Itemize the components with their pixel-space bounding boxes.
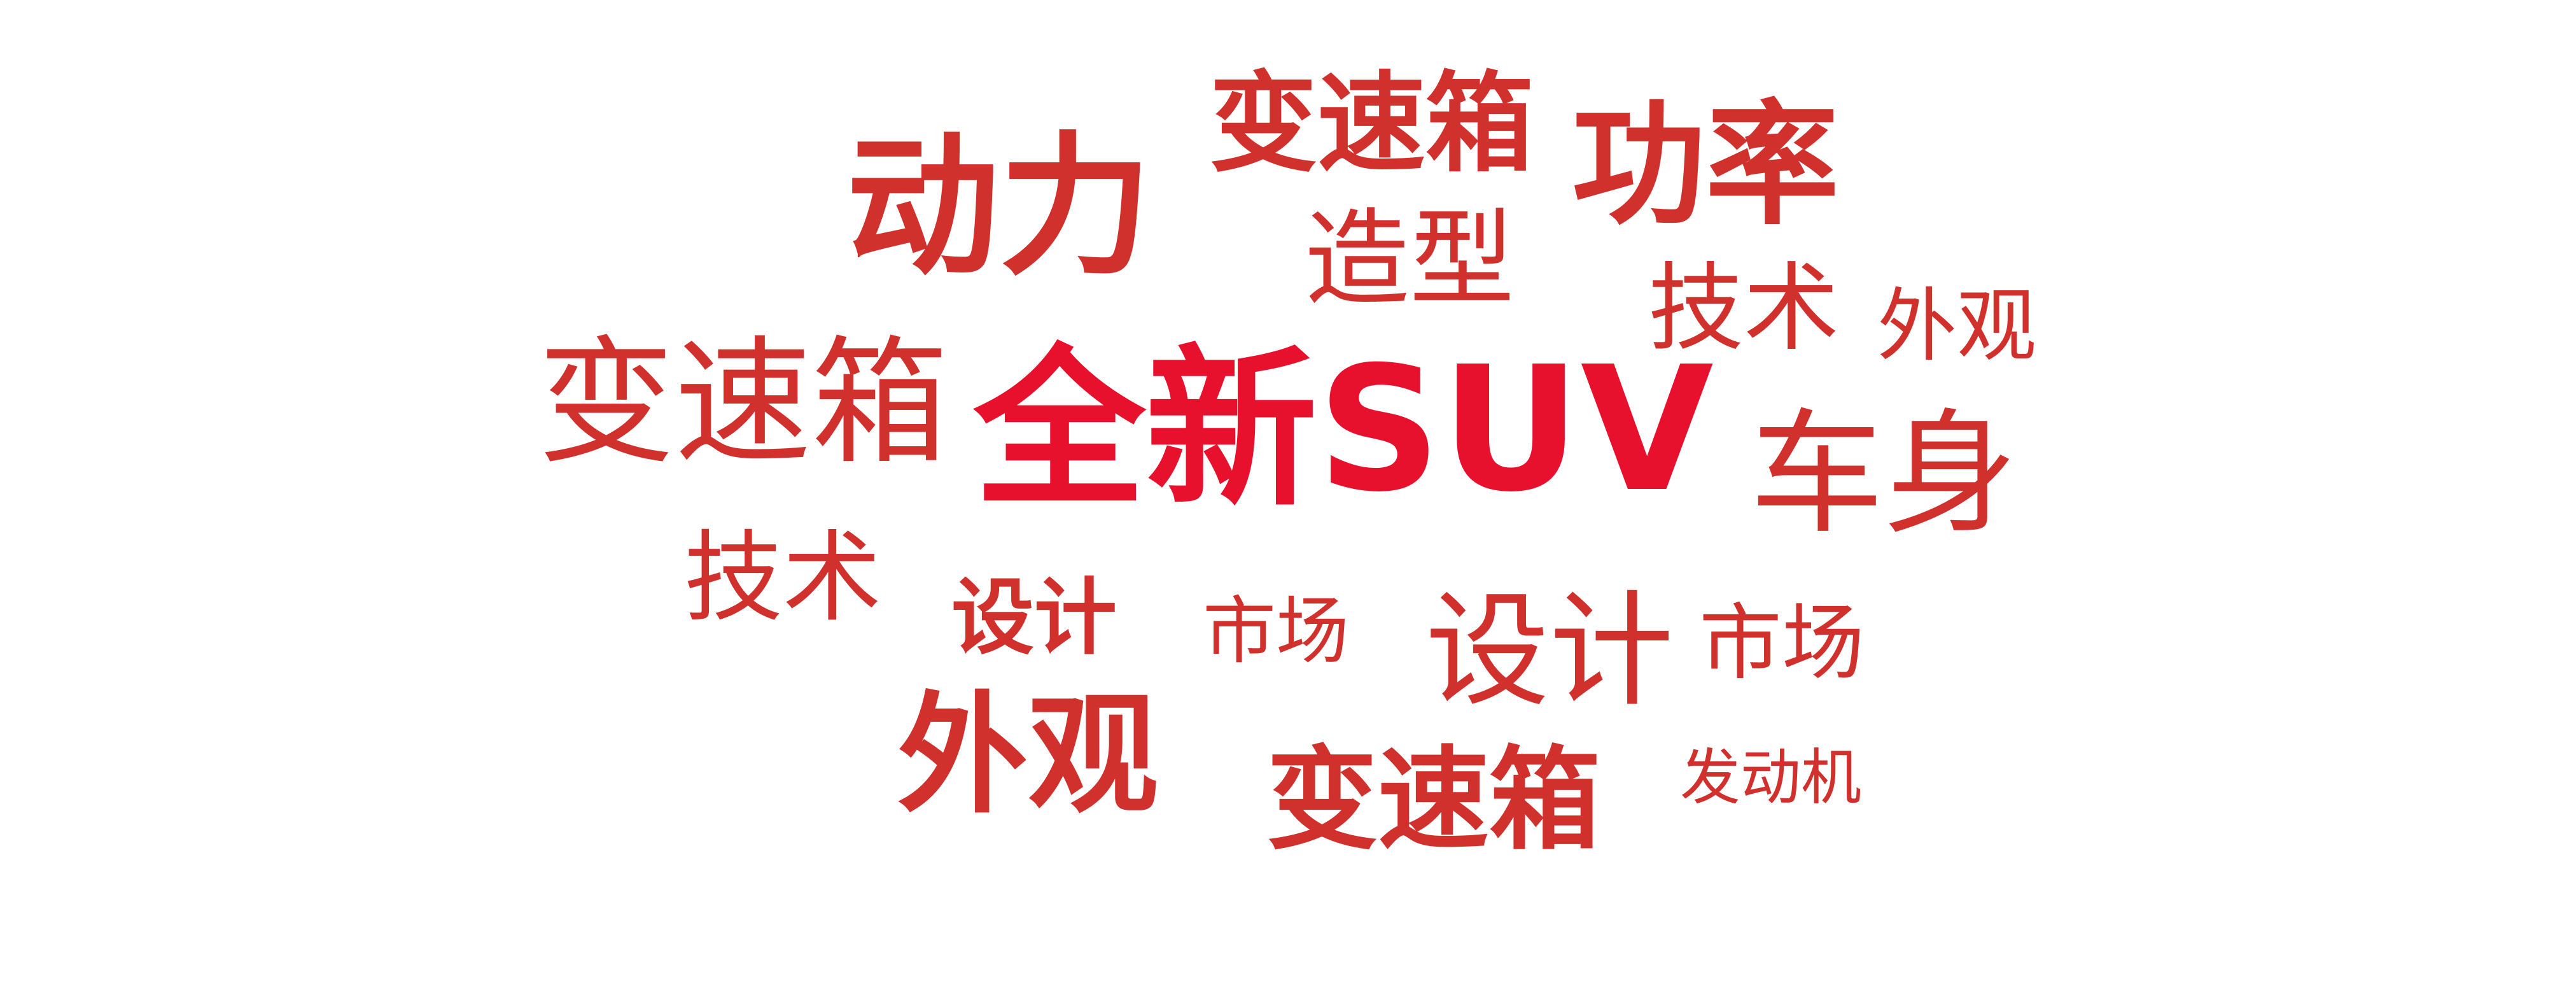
word-shichang-right: 市场 (1699, 595, 1865, 691)
word-sheji-small: 设计 (951, 569, 1117, 666)
word-waiguan-left: 外观 (897, 680, 1158, 831)
word-biansuxiang-left: 变速箱 (538, 323, 948, 483)
word-biansuxiang-bottom: 变速箱 (1266, 736, 1600, 865)
word-dongli: 动力 (846, 118, 1152, 296)
word-biansuxiang-top: 变速箱 (1209, 61, 1534, 187)
word-zaoxing: 造型 (1305, 198, 1515, 320)
word-jishu-left: 技术 (684, 520, 881, 635)
word-fadongji: 发动机 (1680, 743, 1862, 813)
word-cheshen: 车身 (1750, 396, 2018, 552)
word-jishu-right: 技术 (1648, 253, 1840, 364)
word-quanxin-suv: 全新SUV (974, 329, 1714, 530)
word-waiguan-right: 外观 (1877, 280, 2036, 372)
word-gonglv: 功率 (1572, 87, 1840, 243)
word-sheji-large: 设计 (1425, 579, 1674, 723)
word-shichang-small: 市场 (1203, 589, 1350, 674)
